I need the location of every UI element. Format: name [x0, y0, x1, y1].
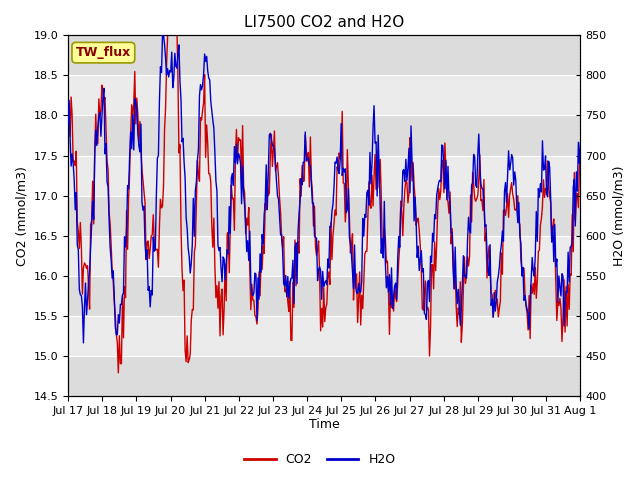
Bar	[68, 36, 580, 75]
Bar	[68, 236, 580, 276]
Bar	[68, 75, 580, 116]
Title: LI7500 CO2 and H2O: LI7500 CO2 and H2O	[244, 15, 404, 30]
Bar	[68, 116, 580, 156]
Y-axis label: CO2 (mmol/m3): CO2 (mmol/m3)	[15, 166, 28, 265]
Legend: CO2, H2O: CO2, H2O	[239, 448, 401, 471]
Bar	[68, 195, 580, 236]
Y-axis label: H2O (mmol/m3): H2O (mmol/m3)	[612, 166, 625, 266]
X-axis label: Time: Time	[309, 419, 340, 432]
Bar	[68, 356, 580, 396]
Text: TW_flux: TW_flux	[76, 46, 131, 59]
Bar	[68, 316, 580, 356]
Bar	[68, 276, 580, 316]
Bar	[68, 156, 580, 195]
